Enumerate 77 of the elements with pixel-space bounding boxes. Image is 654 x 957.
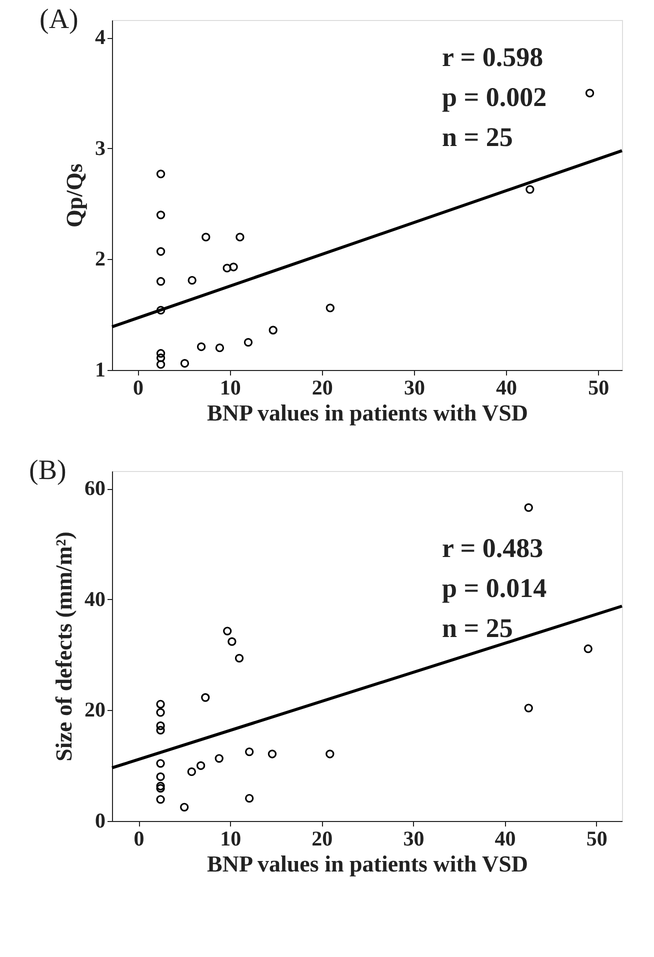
point bbox=[156, 708, 165, 717]
point bbox=[156, 721, 165, 730]
point bbox=[156, 782, 165, 790]
point bbox=[187, 767, 196, 776]
y-tick-label: 60 bbox=[84, 476, 106, 500]
chart-title: (B) bbox=[29, 455, 66, 486]
y-tick-label: 20 bbox=[84, 698, 106, 722]
point bbox=[215, 344, 224, 352]
point bbox=[584, 644, 592, 654]
x-tick-label: 30 bbox=[404, 376, 425, 400]
point bbox=[202, 232, 210, 242]
point bbox=[180, 359, 190, 368]
y-axis-title: Size of defects (mm/m²) bbox=[52, 532, 76, 762]
point bbox=[236, 232, 244, 242]
point bbox=[222, 264, 232, 272]
point bbox=[156, 700, 165, 708]
point bbox=[156, 277, 166, 286]
point bbox=[524, 704, 533, 712]
point bbox=[244, 338, 253, 347]
x-axis-title: BNP values in patients with VSD bbox=[206, 852, 528, 876]
x-tick-label: 10 bbox=[220, 826, 242, 850]
y-axis-title: Qp/Qs bbox=[62, 164, 87, 228]
point bbox=[156, 360, 166, 369]
point bbox=[156, 759, 165, 768]
point bbox=[214, 754, 224, 763]
point bbox=[245, 794, 254, 803]
point bbox=[156, 247, 166, 256]
point bbox=[526, 185, 534, 194]
point bbox=[156, 726, 165, 735]
y-tick-label: 3 bbox=[95, 136, 106, 160]
point bbox=[156, 772, 165, 782]
point bbox=[156, 784, 165, 793]
point bbox=[268, 750, 277, 758]
point bbox=[326, 304, 335, 312]
point bbox=[268, 326, 278, 334]
point bbox=[156, 795, 165, 804]
point bbox=[245, 747, 254, 756]
point bbox=[585, 88, 594, 98]
x-tick-label: 50 bbox=[588, 376, 610, 400]
x-tick-label: 10 bbox=[220, 376, 241, 400]
x-tick-label: 0 bbox=[133, 376, 144, 400]
y-tick-label: 2 bbox=[95, 246, 106, 271]
point bbox=[229, 262, 238, 272]
annotation: r = 0.483 bbox=[442, 533, 544, 563]
annotation: p = 0.002 bbox=[442, 82, 547, 112]
annotation: r = 0.598 bbox=[442, 42, 544, 72]
point bbox=[201, 693, 210, 702]
point bbox=[326, 750, 334, 758]
y-tick-label: 0 bbox=[95, 808, 106, 832]
y-tick-label: 40 bbox=[84, 586, 106, 611]
x-tick-label: 40 bbox=[496, 376, 518, 400]
chart-title: (A) bbox=[40, 4, 78, 35]
point bbox=[156, 210, 166, 220]
point bbox=[156, 349, 166, 358]
x-tick-label: 20 bbox=[312, 376, 333, 400]
x-axis-title: BNP values in patients with VSD bbox=[206, 400, 528, 426]
annotation: n = 25 bbox=[442, 613, 513, 643]
point bbox=[188, 276, 196, 285]
x-tick-label: 0 bbox=[134, 826, 144, 850]
x-tick-label: 30 bbox=[403, 826, 424, 850]
y-tick-label: 4 bbox=[95, 25, 106, 50]
point bbox=[196, 761, 206, 770]
point bbox=[180, 802, 189, 812]
point bbox=[196, 342, 206, 352]
point bbox=[524, 503, 533, 512]
x-tick-label: 40 bbox=[494, 826, 516, 850]
x-tick-label: 20 bbox=[312, 826, 333, 850]
annotation: n = 25 bbox=[442, 122, 513, 152]
point bbox=[228, 637, 236, 646]
point bbox=[234, 654, 244, 663]
point bbox=[223, 626, 232, 636]
x-tick-label: 50 bbox=[586, 826, 608, 850]
point bbox=[156, 306, 166, 315]
annotation: p = 0.014 bbox=[442, 573, 547, 603]
point bbox=[156, 170, 166, 178]
point bbox=[156, 353, 166, 362]
y-tick-label: 1 bbox=[95, 358, 106, 382]
